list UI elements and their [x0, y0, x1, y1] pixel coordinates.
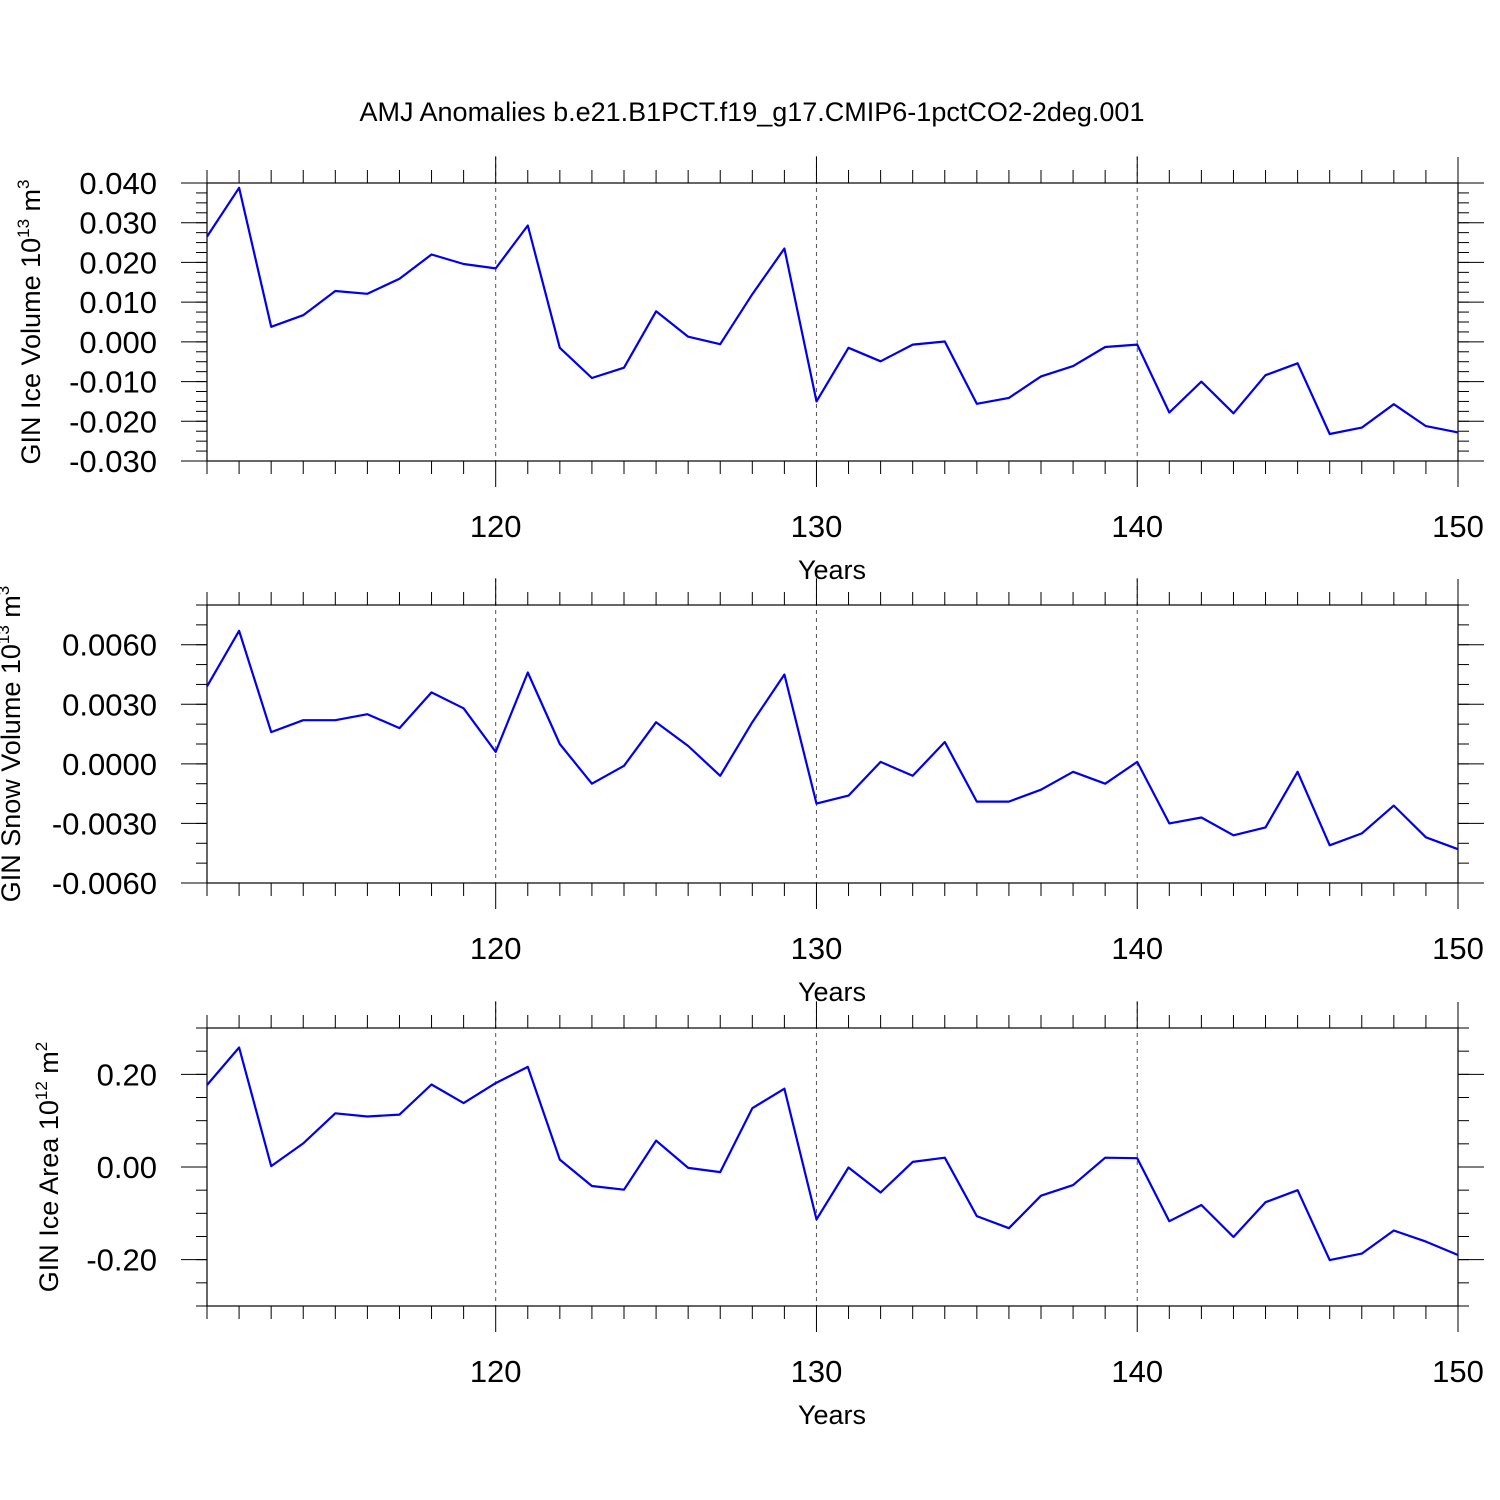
x-tick-label: 150: [1432, 1354, 1484, 1389]
y-axis-title-superscript: 2: [32, 1042, 51, 1051]
y-tick-label: -0.030: [69, 444, 157, 479]
x-tick-label: 150: [1432, 931, 1484, 966]
panel-2: 120 130 140 150 Years -0.0060 -0.0030 0.0000 0.0…: [0, 578, 1484, 1007]
y-axis-title-part: m: [34, 1051, 64, 1081]
y-tick-label: 0.20: [97, 1057, 157, 1092]
y-axis-title-part: GIN Ice Area 10: [34, 1100, 64, 1292]
y-axis-title: GIN Ice Volume 1013 m3: [14, 179, 46, 464]
x-tick-label: 120: [470, 931, 522, 966]
series-line: [206, 1046, 1459, 1262]
y-tick-label: 0.040: [79, 166, 157, 201]
y-tick-label: -0.20: [86, 1243, 157, 1278]
y-tick-label: 0.0030: [62, 687, 157, 722]
y-axis-title-part: GIN Snow Volume 10: [0, 644, 26, 902]
y-tick-label: -0.0030: [52, 806, 157, 841]
x-axis-title: Years: [798, 555, 866, 585]
x-tick-label: 140: [1111, 931, 1163, 966]
y-axis-title-superscript: 3: [0, 586, 13, 595]
plot-frame: [206, 182, 1459, 462]
y-axis-title: GIN Ice Area 1012 m2: [32, 1042, 64, 1293]
y-axis-title-part: GIN Ice Volume 10: [16, 238, 46, 465]
y-tick-label: 0.020: [79, 245, 157, 280]
x-tick-label: 130: [791, 931, 843, 966]
y-tick-label: -0.010: [69, 365, 157, 400]
x-axis-title: Years: [798, 977, 866, 1007]
y-tick-label: 0.010: [79, 285, 157, 320]
x-tick-label: 130: [791, 509, 843, 544]
y-tick-label: 0.0000: [62, 747, 157, 782]
series-line: [206, 629, 1459, 851]
x-tick-label: 120: [470, 1354, 522, 1389]
x-axis-title: Years: [798, 1400, 866, 1430]
y-axis-title-superscript: 13: [0, 625, 13, 644]
y-axis-title-part: m: [16, 189, 46, 219]
series-line: [206, 186, 1459, 436]
y-tick-label: 0.0060: [62, 628, 157, 663]
x-tick-label: 140: [1111, 509, 1163, 544]
chart-title: AMJ Anomalies b.e21.B1PCT.f19_g17.CMIP6-…: [360, 97, 1145, 127]
panel-3: 120 130 140 150 Years -0.20 0.00 0.20 GIN Ice Ar…: [32, 1001, 1484, 1430]
y-axis-title-superscript: 3: [14, 179, 33, 188]
y-axis-title-superscript: 13: [14, 219, 33, 238]
x-tick-label: 150: [1432, 509, 1484, 544]
y-tick-label: -0.0060: [52, 866, 157, 901]
y-tick-label: 0.000: [79, 325, 157, 360]
y-axis-title-superscript: 12: [32, 1081, 51, 1100]
y-tick-label: 0.030: [79, 206, 157, 241]
y-tick-label: -0.020: [69, 404, 157, 439]
x-tick-label: 130: [791, 1354, 843, 1389]
y-tick-label: 0.00: [97, 1150, 157, 1185]
plot-frame: [206, 604, 1459, 884]
plot-frame: [206, 1027, 1459, 1307]
y-axis-title-part: m: [0, 595, 26, 625]
x-tick-label: 120: [470, 509, 522, 544]
x-tick-label: 140: [1111, 1354, 1163, 1389]
y-axis-title: GIN Snow Volume 1013 m3: [0, 586, 26, 903]
panel-1: 120 130 140 150 Years -0.030 -0.020 -0.010 0.000…: [14, 156, 1484, 585]
